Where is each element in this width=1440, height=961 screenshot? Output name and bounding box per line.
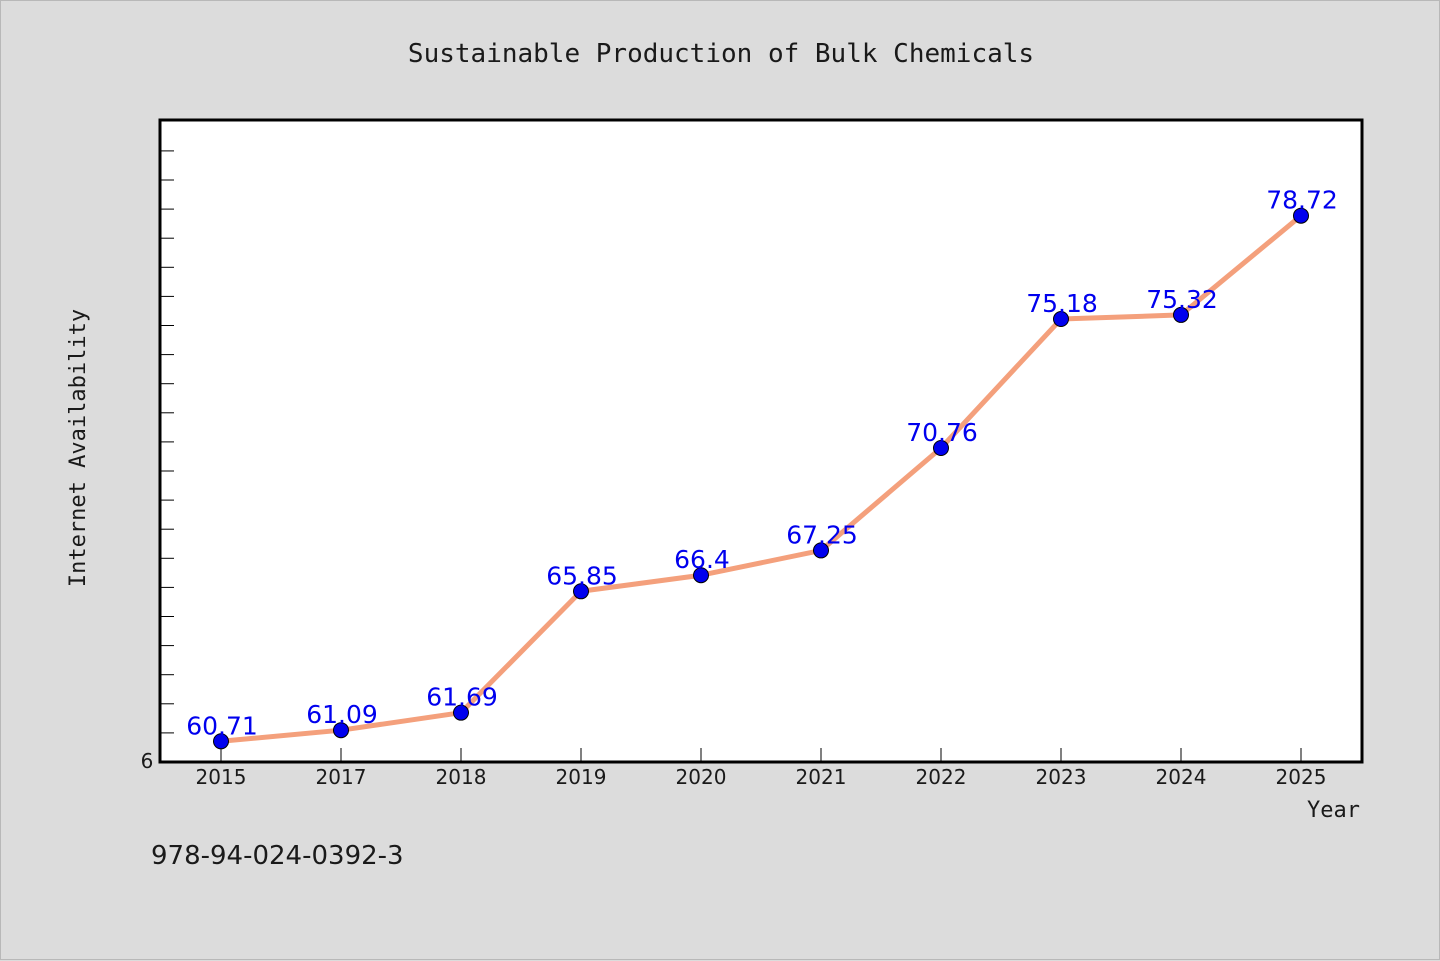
y-axis-ticks [160, 150, 174, 734]
x-tick-label: 2015 [196, 765, 247, 789]
y-tick-label: 6 [141, 749, 154, 773]
data-label: 67.25 [786, 520, 858, 549]
isbn-footer: 978-94-024-0392-3 [151, 841, 404, 871]
data-point [693, 567, 709, 584]
data-point [813, 542, 829, 559]
x-tick-label: 2018 [436, 765, 487, 789]
data-point [213, 733, 229, 750]
x-axis-label: Year [1307, 798, 1360, 823]
data-point [573, 583, 589, 600]
x-tick-label: 2025 [1276, 765, 1327, 789]
y-axis-label: Internet Availability [66, 309, 91, 587]
data-point [1053, 311, 1069, 328]
x-tick-label: 2020 [676, 765, 727, 789]
x-tick-label: 2017 [316, 765, 367, 789]
data-label: 78.72 [1266, 186, 1338, 215]
data-label: 70.76 [906, 418, 978, 447]
chart-title: Sustainable Production of Bulk Chemicals [408, 39, 1034, 69]
data-label: 66.4 [674, 545, 730, 574]
x-tick-label: 2024 [1156, 765, 1207, 789]
data-point [453, 704, 469, 721]
series-line [218, 213, 1304, 744]
plot-area [158, 118, 1364, 764]
x-tick-label: 2019 [556, 765, 607, 789]
x-tick-label: 2022 [916, 765, 967, 789]
data-label: 75.18 [1026, 289, 1098, 318]
data-label: 61.69 [426, 683, 498, 712]
data-label: 61.09 [306, 700, 378, 729]
data-point [933, 440, 949, 457]
x-axis: 2015 2017 2018 2019 2020 2021 2022 2023 2024 2025 [196, 748, 1327, 789]
data-label: 60.71 [186, 711, 258, 740]
series-layer: 60.71 61.09 61.69 65.85 66.4 67.25 70.76 75.18 7… [186, 186, 1338, 750]
data-point [1173, 306, 1189, 323]
data-label: 65.85 [546, 561, 618, 590]
x-tick-label: 2021 [796, 765, 847, 789]
data-point [333, 722, 349, 739]
data-point [1293, 207, 1309, 224]
data-label: 75.32 [1146, 285, 1218, 314]
x-tick-label: 2023 [1036, 765, 1087, 789]
